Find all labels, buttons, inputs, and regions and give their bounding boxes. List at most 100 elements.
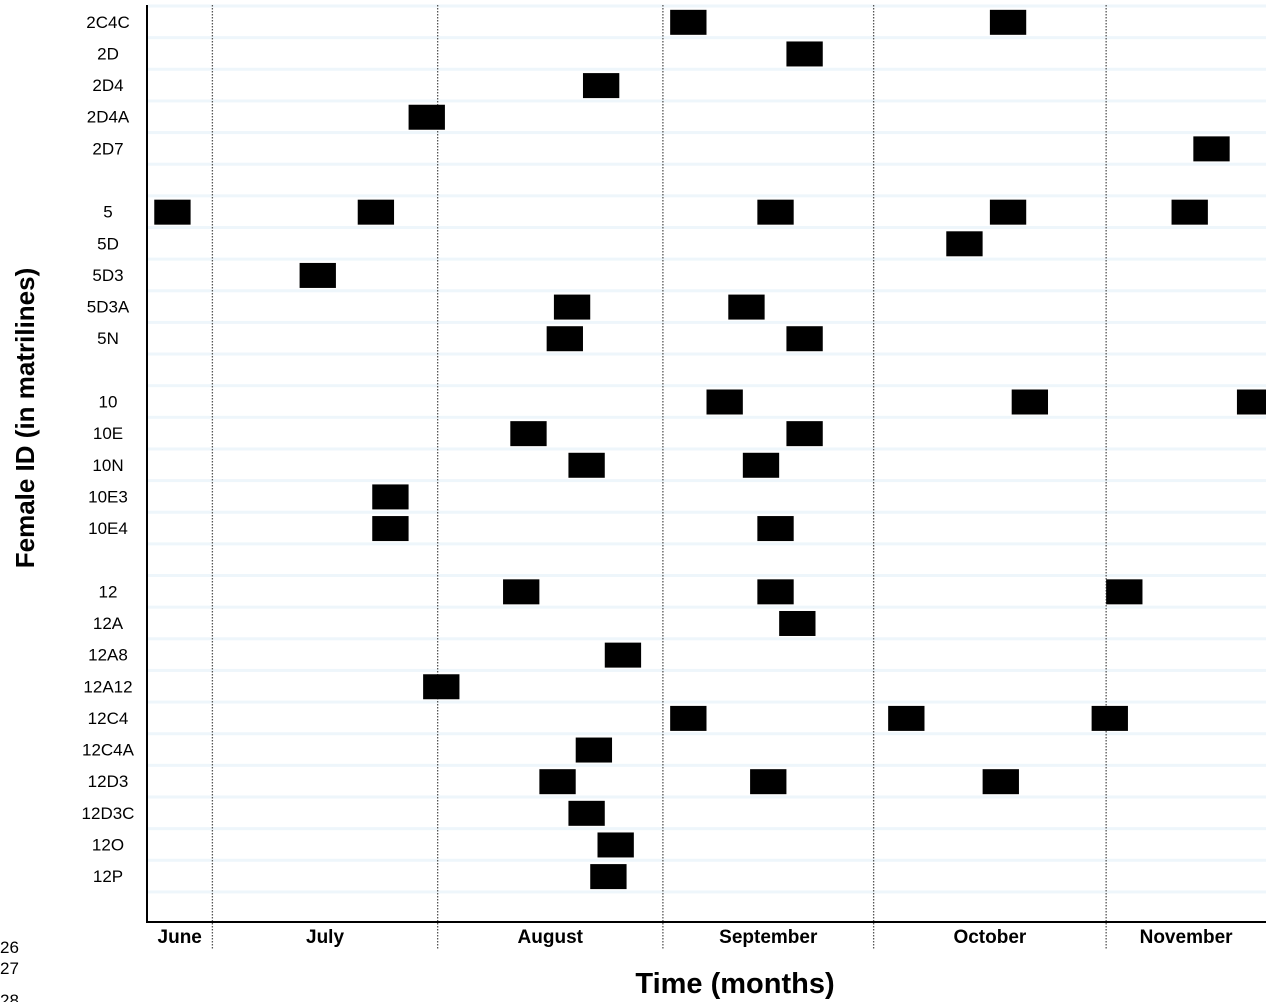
row-label: 5D [97, 234, 119, 253]
row-band [148, 36, 1266, 40]
event-bar [568, 452, 605, 478]
row-label: 12A8 [88, 646, 128, 665]
row-labels: 2C4C 2D 2D4 2D4A 2D7 5 5D 5D3 5D3A 5N 10 10E 10N 10E3… [82, 13, 135, 886]
row-band [148, 795, 1266, 799]
event-bar [946, 231, 983, 257]
event-bar [670, 705, 707, 731]
row-label: 12C4 [88, 709, 129, 728]
event-bar [568, 800, 605, 826]
event-bar [154, 199, 191, 225]
row-band [148, 225, 1266, 229]
month-labels: June July August September October November [158, 927, 1234, 948]
event-bar [1236, 389, 1266, 415]
row-band [148, 415, 1266, 419]
row-band [148, 668, 1266, 672]
row-band [148, 542, 1266, 546]
event-bar [728, 294, 765, 320]
line-number: 28 [0, 991, 19, 1002]
event-bar [757, 516, 794, 542]
row-label: 12D3 [88, 772, 129, 791]
event-bar [1091, 705, 1128, 731]
event-bar [539, 769, 576, 795]
row-label: 10E [93, 424, 123, 443]
event-bar [757, 579, 794, 605]
event-bar [553, 294, 591, 320]
event-bar [604, 642, 642, 668]
event-bar [982, 769, 1019, 795]
row-band [148, 352, 1266, 356]
event-bar [1011, 389, 1049, 415]
event-bar [1193, 136, 1230, 162]
event-bar [989, 9, 1027, 35]
row-label: 5 [103, 203, 112, 222]
event-bar [299, 262, 336, 288]
event-bar [510, 421, 547, 447]
row-band [148, 700, 1266, 704]
row-label: 2D [97, 44, 119, 63]
month-label: October [953, 927, 1026, 948]
row-label: 2C4C [86, 13, 129, 32]
row-bands [148, 4, 1266, 894]
row-label: 12A12 [83, 677, 132, 696]
row-band [148, 763, 1266, 767]
row-label: 2D7 [92, 139, 123, 158]
event-bars [154, 9, 1266, 890]
event-bar [597, 832, 634, 858]
row-label: 12C4A [82, 741, 135, 760]
row-label: 12A [93, 614, 124, 633]
row-band [148, 447, 1266, 451]
row-label: 12O [92, 835, 124, 854]
event-bar [786, 421, 823, 447]
event-bar [989, 199, 1027, 225]
event-bar [742, 452, 780, 478]
month-gridlines [211, 5, 1107, 950]
row-band [148, 827, 1266, 831]
month-label: August [518, 927, 584, 948]
event-bar [503, 579, 540, 605]
event-bar [372, 484, 409, 510]
row-label: 10N [92, 456, 123, 475]
event-bar [786, 326, 823, 352]
row-band [148, 320, 1266, 324]
row-band [148, 732, 1266, 736]
row-band [148, 384, 1266, 388]
row-label: 10 [99, 393, 118, 412]
x-axis-title: Time (months) [635, 968, 834, 1000]
event-bar [575, 737, 613, 763]
month-label: November [1140, 927, 1234, 948]
event-bar [786, 41, 823, 67]
row-band [148, 637, 1266, 641]
event-bar [357, 199, 395, 225]
line-number: 27 [0, 959, 19, 978]
row-label: 5D3 [92, 266, 123, 285]
event-bar [590, 864, 627, 890]
month-label: July [306, 927, 344, 948]
event-bar [757, 199, 794, 225]
event-bar [888, 705, 925, 731]
event-bar [582, 73, 620, 99]
row-label: 2D4A [87, 108, 130, 127]
event-bar [750, 769, 787, 795]
row-band [148, 605, 1266, 609]
row-label: 12 [99, 582, 118, 601]
line-number: 26 [0, 938, 19, 957]
row-band [148, 131, 1266, 135]
row-band [148, 257, 1266, 261]
event-bar [372, 516, 409, 542]
event-bar [408, 104, 445, 130]
row-band [148, 890, 1266, 894]
row-label: 12P [93, 867, 123, 886]
row-label: 10E3 [88, 487, 128, 506]
row-label: 12D3C [82, 804, 135, 823]
axes [146, 5, 1266, 923]
month-label: June [158, 927, 202, 948]
row-band [148, 67, 1266, 71]
row-label: 5D3A [87, 298, 130, 317]
margin-line-numbers: 26 27 28 [0, 938, 19, 1002]
event-bar [546, 326, 583, 352]
row-band [148, 4, 1266, 8]
y-axis-title: Female ID (in matrilines) [10, 268, 40, 569]
event-bar [706, 389, 743, 415]
event-bar [423, 674, 460, 700]
